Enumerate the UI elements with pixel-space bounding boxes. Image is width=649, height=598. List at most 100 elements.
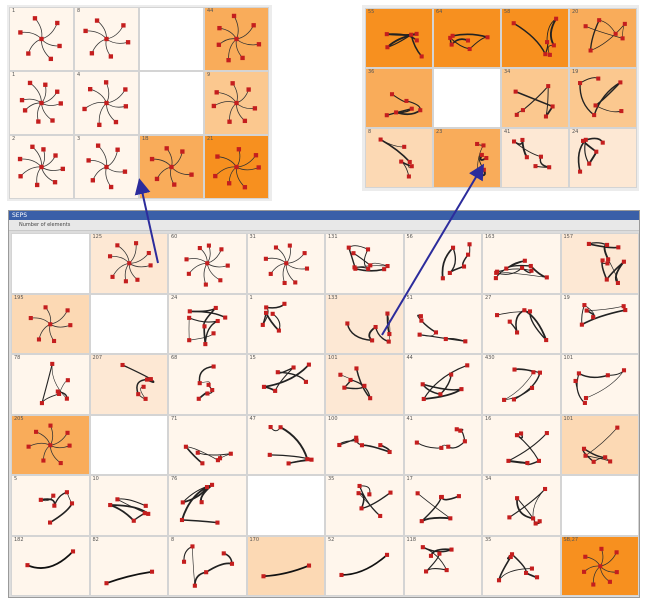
main-thumbnail[interactable]: 78 (11, 354, 90, 415)
main-thumbnail[interactable]: SB,27 (560, 535, 639, 596)
zoom-left-thumbnail[interactable]: 9 (204, 71, 269, 135)
graph-glyph (440, 242, 472, 281)
main-thumbnail[interactable]: 31 (246, 233, 325, 294)
zoom-left-thumbnail[interactable]: 21 (204, 135, 269, 199)
zoom-left-thumbnail[interactable]: 3 (74, 135, 139, 199)
main-thumbnail[interactable]: 41 (403, 414, 482, 475)
main-thumbnail[interactable]: 34 (482, 475, 561, 536)
main-thumbnail[interactable]: 101 (560, 414, 639, 475)
main-thumbnail[interactable]: 101 (325, 354, 404, 415)
main-thumbnail[interactable]: 56 (403, 233, 482, 294)
graph-node (64, 490, 69, 495)
main-thumbnail[interactable]: 430 (482, 354, 561, 415)
graph-node (143, 503, 148, 508)
main-thumbnail[interactable]: 163 (482, 233, 561, 294)
zoom-left-thumbnail[interactable]: 1 (9, 71, 74, 135)
main-thumbnail[interactable]: 76 (168, 475, 247, 536)
main-thumbnail[interactable]: 60 (168, 233, 247, 294)
zoom-left-thumbnail[interactable]: 44 (204, 7, 269, 71)
graph-node (484, 156, 489, 161)
graph-node (551, 43, 556, 48)
main-thumbnail[interactable] (560, 475, 639, 536)
zoom-right-thumbnail[interactable]: 64 (433, 8, 501, 68)
graph-glyph (28, 304, 73, 343)
zoom-right-thumbnail[interactable]: 58 (501, 8, 569, 68)
main-thumbnail[interactable]: 27 (482, 293, 561, 354)
main-thumbnail[interactable]: 125 (89, 233, 168, 294)
main-thumbnail[interactable]: 35 (482, 535, 561, 596)
zoom-right-thumbnail[interactable]: 55 (365, 8, 433, 68)
zoom-right-thumbnail[interactable]: 19 (569, 68, 637, 128)
main-thumbnail[interactable]: 182 (11, 535, 90, 596)
main-thumbnail[interactable]: 5 (11, 475, 90, 536)
zoom-left-thumbnail[interactable] (139, 7, 204, 71)
main-thumbnail[interactable]: 19 (560, 293, 639, 354)
zoom-right-thumbnail[interactable]: 8 (365, 128, 433, 188)
main-thumbnail[interactable]: 17 (403, 475, 482, 536)
zoom-right-thumbnail[interactable] (433, 68, 501, 128)
title-bar[interactable]: SEPS (9, 211, 639, 220)
main-thumbnail[interactable]: 10 (89, 475, 168, 536)
graph-glyph (448, 33, 490, 52)
graph-edge (189, 332, 214, 341)
graph-node (18, 30, 23, 35)
zoom-right-thumbnail[interactable]: 36 (365, 68, 433, 128)
graph-node (195, 450, 200, 455)
graph-node (481, 167, 486, 172)
zoom-right-thumbnail[interactable]: 41 (501, 128, 569, 188)
main-thumbnail[interactable] (89, 293, 168, 354)
main-thumbnail[interactable]: 100 (325, 414, 404, 475)
zoom-right-thumbnail[interactable]: 24 (569, 128, 637, 188)
main-thumbnail[interactable]: 131 (325, 233, 404, 294)
main-thumbnail[interactable]: 68 (168, 354, 247, 415)
main-thumbnail[interactable]: 207 (89, 354, 168, 415)
zoom-left-thumbnail[interactable]: 1B (139, 135, 204, 199)
graph-node (184, 257, 189, 262)
graph-node (581, 569, 586, 574)
thumbnail-label: 101 (563, 415, 574, 422)
main-thumbnail[interactable]: 101 (560, 354, 639, 415)
graph-node (103, 580, 109, 585)
graph-node (28, 315, 33, 320)
main-thumbnail[interactable]: 8 (168, 535, 247, 596)
graph-node (104, 164, 109, 170)
main-thumbnail[interactable]: 24 (168, 293, 247, 354)
main-thumbnail[interactable]: 51 (403, 293, 482, 354)
main-thumbnail[interactable]: 71 (168, 414, 247, 475)
main-thumbnail[interactable]: 118 (403, 535, 482, 596)
main-thumbnail[interactable]: 82 (89, 535, 168, 596)
main-thumbnail[interactable]: 35 (325, 475, 404, 536)
main-thumbnail[interactable]: 205 (11, 414, 90, 475)
main-thumbnail[interactable]: 52 (325, 535, 404, 596)
main-thumbnail[interactable]: 170 (246, 535, 325, 596)
zoom-right-thumbnail[interactable]: 23 (433, 128, 501, 188)
main-thumbnail[interactable]: 16 (482, 414, 561, 475)
zoom-right-thumbnail[interactable]: 34 (501, 68, 569, 128)
zoom-left-thumbnail[interactable]: 1 (9, 7, 74, 71)
main-thumbnail[interactable]: 1 (246, 293, 325, 354)
zoom-left-thumbnail[interactable] (139, 71, 204, 135)
graph-node (65, 430, 70, 435)
zoom-left-thumbnail[interactable]: 8 (74, 7, 139, 71)
main-thumbnail[interactable]: 133 (325, 293, 404, 354)
main-thumbnail[interactable]: 157 (560, 233, 639, 294)
graph-node (253, 153, 259, 158)
thumbnail-label: 100 (328, 415, 338, 422)
graph-node (181, 559, 187, 564)
main-thumbnail[interactable]: 47 (246, 414, 325, 475)
graph-edge (285, 262, 307, 270)
zoom-right-thumbnail[interactable]: 20 (569, 8, 637, 68)
graph-node (546, 84, 551, 89)
main-thumbnail[interactable] (11, 233, 90, 294)
main-thumbnail[interactable] (246, 475, 325, 536)
thumbnail-label: 76 (171, 476, 178, 482)
main-thumbnail[interactable]: 44 (403, 354, 482, 415)
main-thumbnail[interactable] (89, 414, 168, 475)
graph-node (495, 312, 500, 317)
graph-node (126, 261, 131, 266)
zoom-left-thumbnail[interactable]: 4 (74, 71, 139, 135)
main-thumbnail[interactable]: 15 (246, 354, 325, 415)
main-thumbnail[interactable]: 195 (11, 293, 90, 354)
thumbnail-label: 55 (368, 9, 375, 15)
zoom-left-thumbnail[interactable]: 2 (9, 135, 74, 199)
